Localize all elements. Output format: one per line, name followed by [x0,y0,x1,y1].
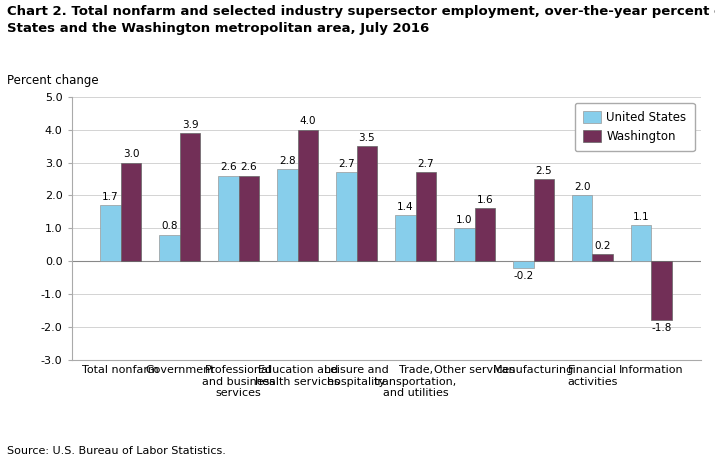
Bar [218,176,239,261]
Text: Percent change: Percent change [7,74,99,87]
Text: 0.2: 0.2 [595,241,611,251]
Bar [415,172,436,261]
Bar [572,195,593,261]
Text: 2.0: 2.0 [574,182,591,192]
Text: 4.0: 4.0 [300,116,316,126]
Text: 0.8: 0.8 [161,221,177,231]
Bar [475,208,495,261]
Text: 2.8: 2.8 [279,156,295,166]
Text: 2.6: 2.6 [220,162,237,172]
Bar [277,169,297,261]
Bar [631,225,651,261]
Text: 3.0: 3.0 [123,149,139,159]
Text: 1.4: 1.4 [397,202,413,212]
Text: Chart 2. Total nonfarm and selected industry supersector employment, over-the-ye: Chart 2. Total nonfarm and selected indu… [7,5,715,35]
Text: 3.5: 3.5 [359,133,375,143]
Bar [454,228,475,261]
Bar [357,146,378,261]
Bar [651,261,672,320]
Text: -1.8: -1.8 [651,324,672,333]
Text: 3.9: 3.9 [182,120,198,130]
Text: 2.5: 2.5 [536,165,552,176]
Bar [100,205,121,261]
Bar [179,133,200,261]
Bar [297,130,318,261]
Text: 1.7: 1.7 [102,192,119,202]
Text: 2.7: 2.7 [418,159,434,169]
Legend: United States, Washington: United States, Washington [575,103,695,151]
Bar [336,172,357,261]
Text: 1.6: 1.6 [477,195,493,205]
Bar [159,235,179,261]
Bar [121,163,142,261]
Text: 2.7: 2.7 [338,159,355,169]
Bar [533,179,554,261]
Bar [395,215,415,261]
Bar [593,254,613,261]
Text: Source: U.S. Bureau of Labor Statistics.: Source: U.S. Bureau of Labor Statistics. [7,446,226,456]
Text: -0.2: -0.2 [513,271,533,281]
Text: 2.6: 2.6 [241,162,257,172]
Bar [239,176,260,261]
Bar [513,261,533,267]
Text: 1.0: 1.0 [456,215,473,225]
Text: 1.1: 1.1 [633,212,649,222]
